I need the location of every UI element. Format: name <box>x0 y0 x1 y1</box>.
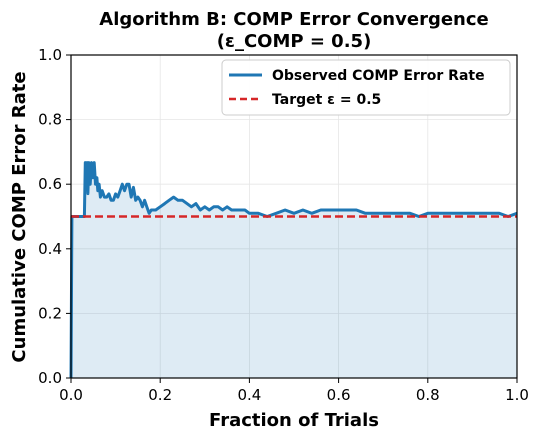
y-tick-label: 0.0 <box>38 369 62 387</box>
y-tick-label: 0.4 <box>38 240 62 258</box>
y-tick-label: 0.2 <box>38 304 62 322</box>
observed-area-fill <box>71 162 517 378</box>
series-layer <box>69 161 518 379</box>
plot-frame <box>70 54 518 379</box>
y-tick-label: 0.6 <box>38 175 62 193</box>
y-axis-label: Cumulative COMP Error Rate <box>9 71 30 362</box>
x-axis-ticks: 0.0 0.2 0.4 0.6 0.8 1.0 <box>59 378 529 404</box>
x-tick-label: 1.0 <box>505 386 529 404</box>
y-axis-ticks: 0.0 0.2 0.4 0.6 0.8 1.0 <box>38 46 71 387</box>
x-tick-label: 0.4 <box>237 386 261 404</box>
legend-box <box>221 59 511 116</box>
chart-title: Algorithm B: COMP Error Convergence <box>99 9 488 30</box>
x-axis-label: Fraction of Trials <box>209 410 379 431</box>
x-tick-label: 0.8 <box>416 386 440 404</box>
legend-label-observed: Observed COMP Error Rate <box>272 68 485 84</box>
observed-line <box>69 161 518 379</box>
legend-label-target: Target ε = 0.5 <box>272 92 381 108</box>
chart-title-group: Algorithm B: COMP Error Convergence (ε_C… <box>99 9 488 52</box>
area-fill-layer <box>71 162 517 378</box>
y-tick-label: 1.0 <box>38 46 62 64</box>
x-tick-label: 0.0 <box>59 386 83 404</box>
chart-subtitle: (ε_COMP = 0.5) <box>217 31 372 52</box>
x-tick-label: 0.6 <box>327 386 351 404</box>
x-tick-label: 0.2 <box>148 386 172 404</box>
legend: Observed COMP Error Rate Target ε = 0.5 <box>221 59 511 116</box>
y-tick-label: 0.8 <box>38 111 62 129</box>
